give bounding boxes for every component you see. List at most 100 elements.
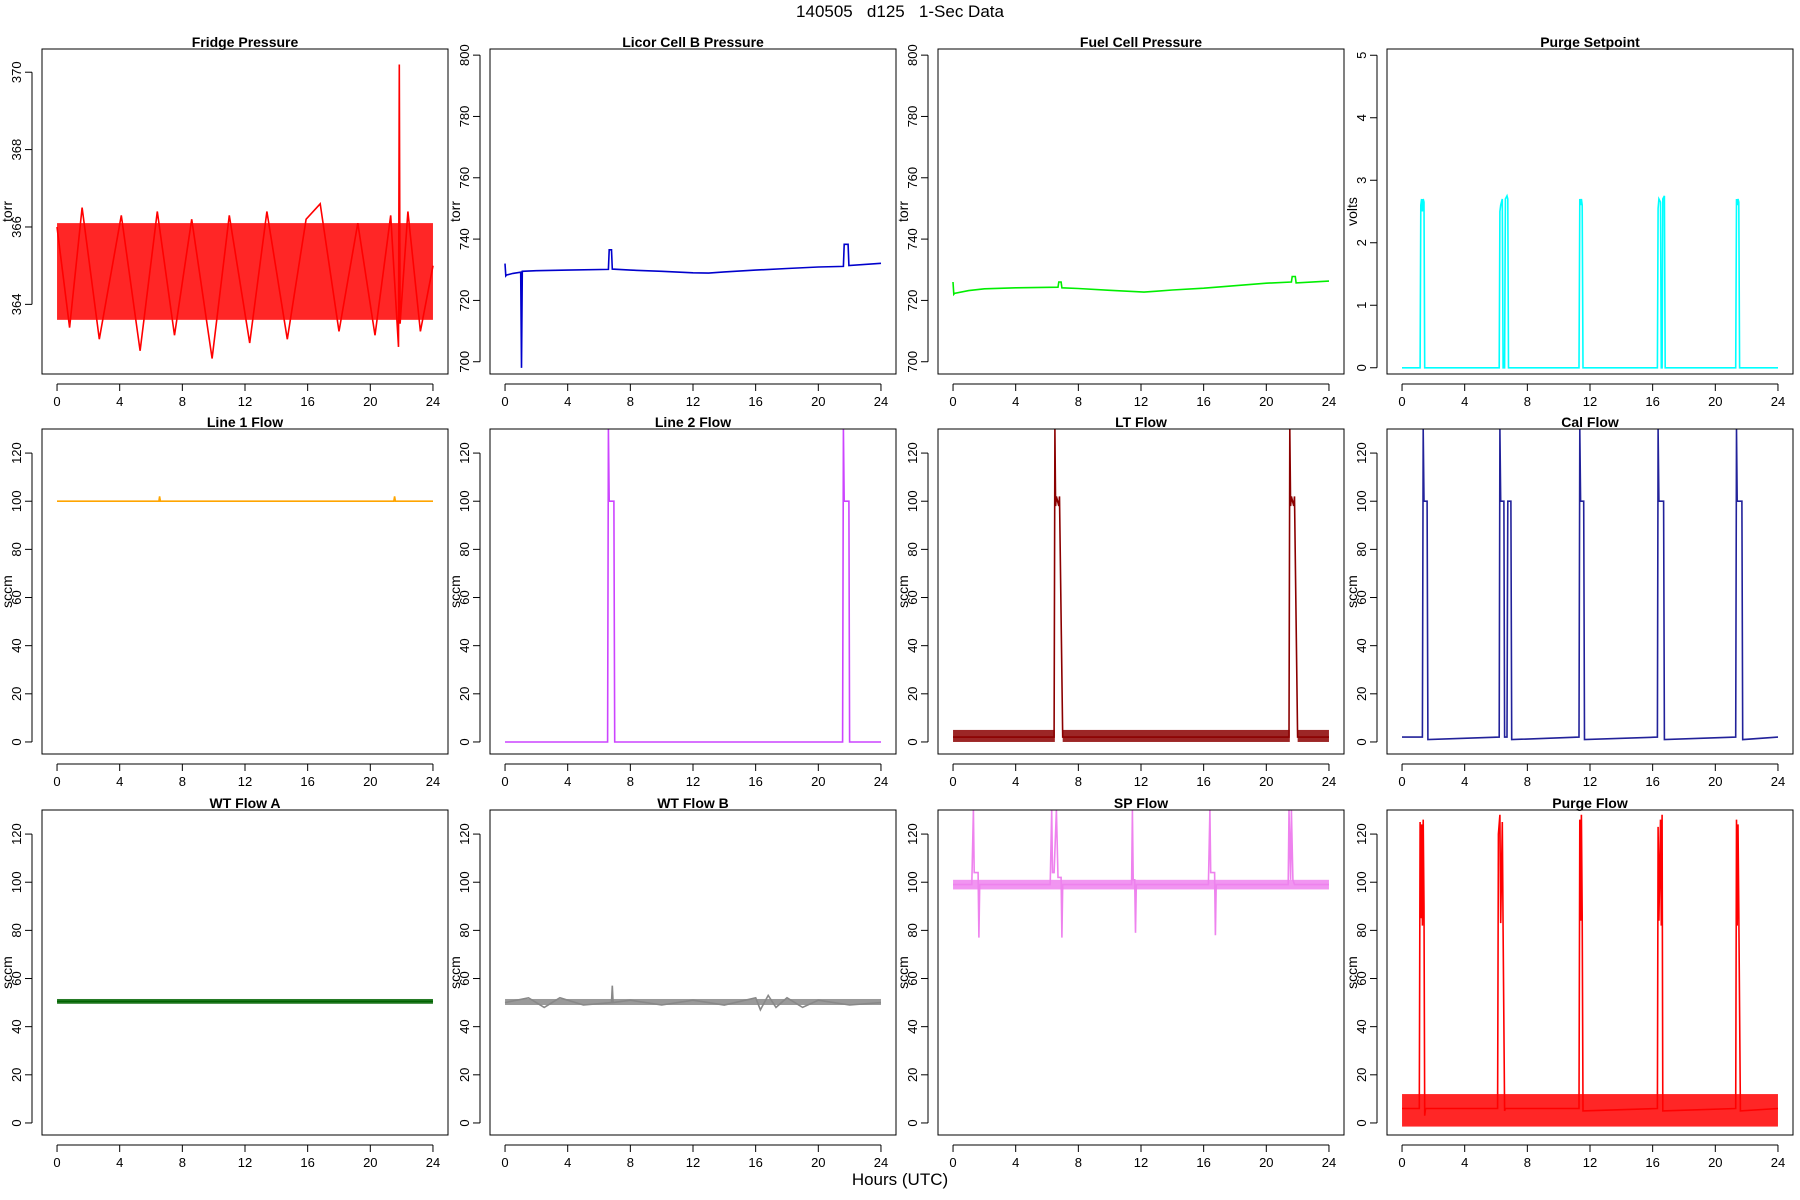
x-tick-label: 4: [564, 1155, 571, 1170]
series-line-1: [952, 275, 1330, 297]
y-tick-label: 80: [457, 542, 472, 556]
y-tick-label: 120: [457, 823, 472, 845]
panel-title: Licor Cell B Pressure: [622, 34, 764, 50]
x-tick-label: 0: [53, 774, 60, 789]
panel-title: Fridge Pressure: [192, 34, 299, 50]
y-tick-label: 120: [9, 823, 24, 845]
x-tick-label: 4: [1461, 1155, 1468, 1170]
y-tick-label: 20: [905, 687, 920, 701]
series-line-1: [953, 810, 1329, 938]
series-line-1: [1402, 429, 1779, 741]
x-tick-label: 16: [1645, 774, 1659, 789]
x-tick-label: 4: [1012, 1155, 1019, 1170]
x-tick-label: 0: [53, 1155, 60, 1170]
plot-area: [56, 64, 434, 359]
x-tick-label: 12: [1583, 394, 1597, 409]
panel-title: LT Flow: [1115, 414, 1167, 430]
figure-xlabel: Hours (UTC): [851, 1170, 949, 1189]
series-line-1: [953, 429, 1329, 738]
y-axis-label: torr: [447, 201, 463, 222]
x-tick-label: 20: [363, 774, 377, 789]
y-axis-label: sccm: [447, 575, 463, 608]
y-axis-label: sccm: [0, 575, 15, 608]
plot-area: [1402, 814, 1779, 1127]
plot-frame: [41, 809, 449, 1136]
y-tick-label: 366: [9, 216, 24, 238]
x-tick-label: 20: [1708, 394, 1722, 409]
x-tick-label: 0: [53, 394, 60, 409]
x-tick-label: 24: [1322, 774, 1336, 789]
x-tick-label: 12: [1134, 1155, 1148, 1170]
x-tick-label: 24: [874, 394, 888, 409]
y-tick-label: 100: [905, 490, 920, 512]
x-tick-label: 8: [1075, 394, 1082, 409]
plot-frame: [1386, 48, 1794, 375]
y-tick-label: 100: [9, 871, 24, 893]
panel-title: Purge Flow: [1552, 795, 1628, 811]
x-tick-label: 20: [1259, 1155, 1273, 1170]
y-tick-label: 60: [457, 590, 472, 604]
x-tick-label: 24: [874, 1155, 888, 1170]
noise-band: [1062, 729, 1290, 742]
y-tick-label: 60: [9, 590, 24, 604]
x-tick-label: 4: [1461, 774, 1468, 789]
plot-frame: [489, 428, 897, 755]
panel-12: Purge Flow sccm 0 4 8 12 16 20 24 0 20 40 60 80 100 120: [1344, 795, 1794, 1170]
x-tick-label: 24: [1771, 394, 1785, 409]
y-tick-label: 0: [1354, 1119, 1369, 1126]
plot-area: [57, 496, 433, 503]
x-tick-label: 8: [179, 1155, 186, 1170]
x-tick-label: 8: [179, 774, 186, 789]
y-tick-label: 80: [9, 542, 24, 556]
y-tick-label: 60: [1354, 971, 1369, 985]
plot-area: [504, 243, 882, 368]
y-axis-label: sccm: [895, 956, 911, 989]
panel-2: Licor Cell B Pressure torr 0 4 8 12 16 20 24 700 7…: [447, 34, 897, 409]
x-tick-label: 16: [1645, 394, 1659, 409]
x-tick-label: 0: [949, 394, 956, 409]
y-tick-label: 40: [457, 638, 472, 652]
y-tick-label: 120: [457, 442, 472, 464]
y-tick-label: 1: [1354, 302, 1369, 309]
y-tick-label: 2: [1354, 239, 1369, 246]
y-tick-label: 120: [1354, 442, 1369, 464]
y-tick-label: 20: [1354, 687, 1369, 701]
panel-title: WT Flow A: [209, 795, 280, 811]
y-tick-label: 100: [457, 490, 472, 512]
x-tick-label: 0: [1398, 394, 1405, 409]
plot-area: [953, 810, 1329, 938]
x-tick-label: 12: [1134, 394, 1148, 409]
x-tick-label: 4: [116, 774, 123, 789]
x-tick-label: 4: [116, 1155, 123, 1170]
x-tick-label: 12: [238, 394, 252, 409]
y-tick-label: 20: [905, 1068, 920, 1082]
y-tick-label: 120: [1354, 823, 1369, 845]
x-tick-label: 12: [686, 1155, 700, 1170]
x-tick-label: 20: [811, 394, 825, 409]
panel-title: WT Flow B: [657, 795, 729, 811]
x-tick-label: 24: [874, 774, 888, 789]
y-tick-label: 740: [457, 228, 472, 250]
y-tick-label: 60: [905, 971, 920, 985]
x-tick-label: 0: [501, 1155, 508, 1170]
y-tick-label: 60: [1354, 590, 1369, 604]
plot-frame: [937, 48, 1345, 375]
x-tick-label: 4: [1461, 394, 1468, 409]
panel-7: LT Flow sccm 0 4 8 12 16 20 24 0 20 40 60 80 100 120: [895, 414, 1345, 789]
plot-area: [57, 998, 433, 1004]
x-tick-label: 16: [748, 1155, 762, 1170]
x-tick-label: 8: [627, 394, 634, 409]
x-tick-label: 0: [501, 774, 508, 789]
x-tick-label: 20: [1708, 774, 1722, 789]
plot-frame: [489, 809, 897, 1136]
y-tick-label: 120: [9, 442, 24, 464]
x-tick-label: 0: [1398, 774, 1405, 789]
x-tick-label: 20: [811, 1155, 825, 1170]
x-tick-label: 24: [426, 1155, 440, 1170]
x-tick-label: 24: [1322, 1155, 1336, 1170]
x-tick-label: 4: [1012, 394, 1019, 409]
x-tick-label: 0: [1398, 1155, 1405, 1170]
